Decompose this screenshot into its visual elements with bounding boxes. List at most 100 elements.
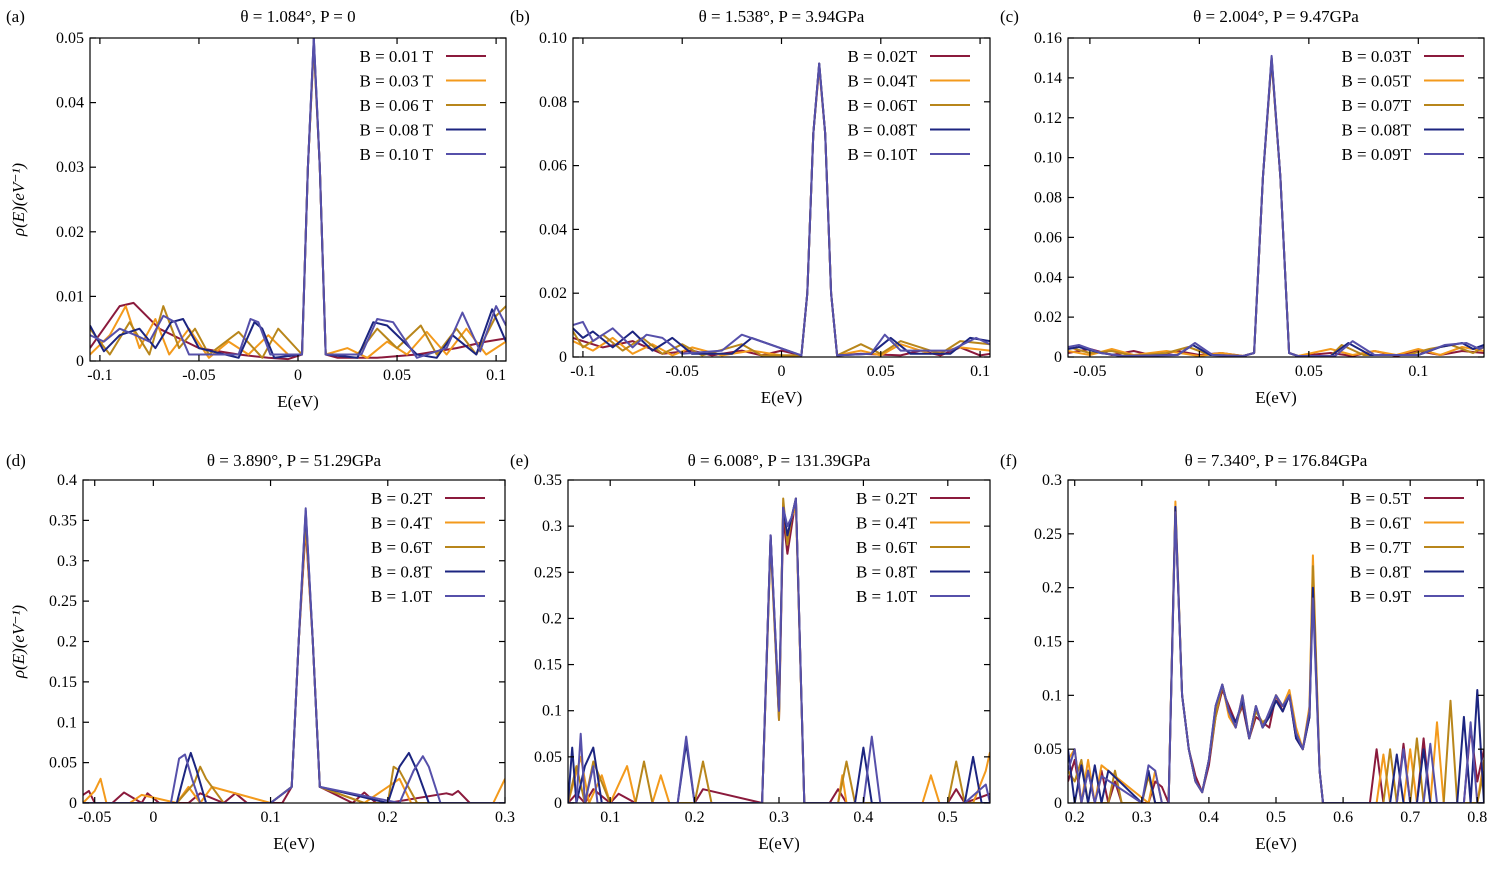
y-tick-label: 0.05 <box>49 755 77 772</box>
x-tick-label: 0.1 <box>970 363 990 380</box>
legend-label: B = 0.03T <box>1341 47 1411 66</box>
legend-label: B = 0.08 T <box>359 121 433 140</box>
legend-label: B = 0.09T <box>1341 145 1411 164</box>
y-tick-label: 0.2 <box>542 610 562 627</box>
y-tick-label: 0.25 <box>49 593 77 610</box>
panel-label: (d) <box>6 451 26 470</box>
y-tick-label: 0.04 <box>1034 269 1062 286</box>
legend-label: B = 0.04T <box>847 72 917 91</box>
x-tick-label: -0.1 <box>87 367 112 384</box>
x-tick-label: 0.2 <box>1065 809 1085 826</box>
legend-label: B = 0.4T <box>856 514 918 533</box>
x-tick-label: 0.2 <box>378 809 398 826</box>
legend-label: B = 0.01 T <box>359 47 433 66</box>
y-tick-label: 0.02 <box>1034 309 1062 326</box>
panel-d: (d) θ = 3.890°, P = 51.29GPa 0 0.05 0.1 0.15 0… <box>6 451 515 853</box>
y-tick-label: 0.3 <box>1042 472 1062 489</box>
y-tick-label: 0.15 <box>534 657 562 674</box>
legend-label: B = 0.10T <box>847 145 917 164</box>
x-tick-label: 0.05 <box>867 363 895 380</box>
panel-b: (b) θ = 1.538°, P = 3.94GPa 0 0.02 0.04 0.06 0… <box>510 7 991 407</box>
x-tick-label: -0.05 <box>78 809 111 826</box>
panel-title: θ = 1.084°, P = 0 <box>240 7 355 26</box>
legend-label: B = 0.08T <box>1341 121 1411 140</box>
plot-frame <box>572 37 991 358</box>
series-group <box>90 38 506 361</box>
y-tick-label: 0.08 <box>539 94 567 111</box>
x-tick-label: 0 <box>1195 363 1203 380</box>
x-axis-label: E(eV) <box>277 392 319 411</box>
panel-label: (e) <box>510 451 529 470</box>
y-axis-label: ρ(E)(eV⁻¹) <box>9 163 28 238</box>
y-tick-label: 0 <box>1054 349 1062 366</box>
legend-label: B = 0.6T <box>856 538 918 557</box>
x-axis-label: E(eV) <box>758 834 800 853</box>
x-tick-label: 0.05 <box>383 367 411 384</box>
legend: B = 0.03T B = 0.05T B = 0.07T B = 0.08T B = … <box>1341 47 1464 164</box>
legend-label: B = 0.10 T <box>359 145 433 164</box>
y-tick-label: 0.25 <box>1034 526 1062 543</box>
y-tick-label: 0.05 <box>56 30 84 47</box>
x-tick-label: 0 <box>149 809 157 826</box>
legend-label: B = 0.4T <box>371 514 433 533</box>
series-line <box>568 502 990 803</box>
legend-label: B = 0.2T <box>371 489 433 508</box>
y-tick-label: 0.02 <box>56 224 84 241</box>
y-tick-label: 0 <box>559 349 567 366</box>
series-line <box>1068 56 1484 357</box>
x-tick-label: 0.2 <box>685 809 705 826</box>
series-line <box>1068 505 1484 803</box>
panel-label: (c) <box>1000 7 1019 26</box>
x-tick-label: 0.4 <box>853 809 873 826</box>
y-tick-label: 0.16 <box>1034 30 1062 47</box>
series-line <box>1068 511 1484 803</box>
plot-frame <box>567 479 991 804</box>
y-tick-label: 0.2 <box>57 634 77 651</box>
y-tick-label: 0.35 <box>49 512 77 529</box>
y-tick-label: 0.1 <box>1042 687 1062 704</box>
y-tick-label: 0.1 <box>542 703 562 720</box>
y-tick-label: 0.35 <box>534 472 562 489</box>
series-line <box>83 523 505 803</box>
series-line <box>573 62 990 357</box>
panel-title: θ = 1.538°, P = 3.94GPa <box>699 7 865 26</box>
panel-title: θ = 2.004°, P = 9.47GPa <box>1193 7 1359 26</box>
series-line <box>573 62 990 357</box>
y-tick-label: 0.2 <box>1042 580 1062 597</box>
legend-label: B = 1.0T <box>371 587 433 606</box>
legend-label: B = 0.9T <box>1350 587 1412 606</box>
plot-frame <box>1067 37 1485 358</box>
y-tick-label: 0.04 <box>56 95 84 112</box>
panel-f: (f) θ = 7.340°, P = 176.84GPa 0 0.05 0.1 0.15… <box>1000 451 1487 853</box>
x-tick-label: 0.5 <box>938 809 958 826</box>
legend-label: B = 0.6T <box>1350 514 1412 533</box>
x-tick-label: 0.1 <box>261 809 281 826</box>
legend-label: B = 0.07T <box>1341 96 1411 115</box>
series-line <box>90 38 506 359</box>
x-tick-label: 0 <box>778 363 786 380</box>
x-tick-label: 0.6 <box>1333 809 1353 826</box>
y-tick-label: 0.01 <box>56 288 84 305</box>
legend: B = 0.01 T B = 0.03 T B = 0.06 T B = 0.08 T… <box>359 47 486 164</box>
panel-label: (f) <box>1000 451 1017 470</box>
legend: B = 0.2T B = 0.4T B = 0.6T B = 0.8T B = 1.0T <box>856 489 970 606</box>
x-tick-label: 0.1 <box>1408 363 1428 380</box>
y-tick-label: 0.05 <box>1034 741 1062 758</box>
y-tick-label: 0.02 <box>539 285 567 302</box>
y-tick-label: 0.03 <box>56 159 84 176</box>
legend-label: B = 0.02T <box>847 47 917 66</box>
x-axis-label: E(eV) <box>273 834 315 853</box>
series-line <box>83 515 505 803</box>
y-tick-label: 0.12 <box>1034 110 1062 127</box>
y-tick-label: 0.25 <box>534 564 562 581</box>
series-line <box>573 65 990 357</box>
legend-label: B = 0.08T <box>847 121 917 140</box>
panel-label: (a) <box>6 7 25 26</box>
x-tick-label: 0.3 <box>1132 809 1152 826</box>
y-tick-label: 0 <box>76 353 84 370</box>
x-tick-label: 0.1 <box>600 809 620 826</box>
panel-c: (c) θ = 2.004°, P = 9.47GPa 0 0.02 0.04 0.06 0… <box>1000 7 1485 407</box>
y-tick-label: 0.3 <box>57 553 77 570</box>
series-line <box>83 527 505 803</box>
y-tick-label: 0.08 <box>1034 190 1062 207</box>
